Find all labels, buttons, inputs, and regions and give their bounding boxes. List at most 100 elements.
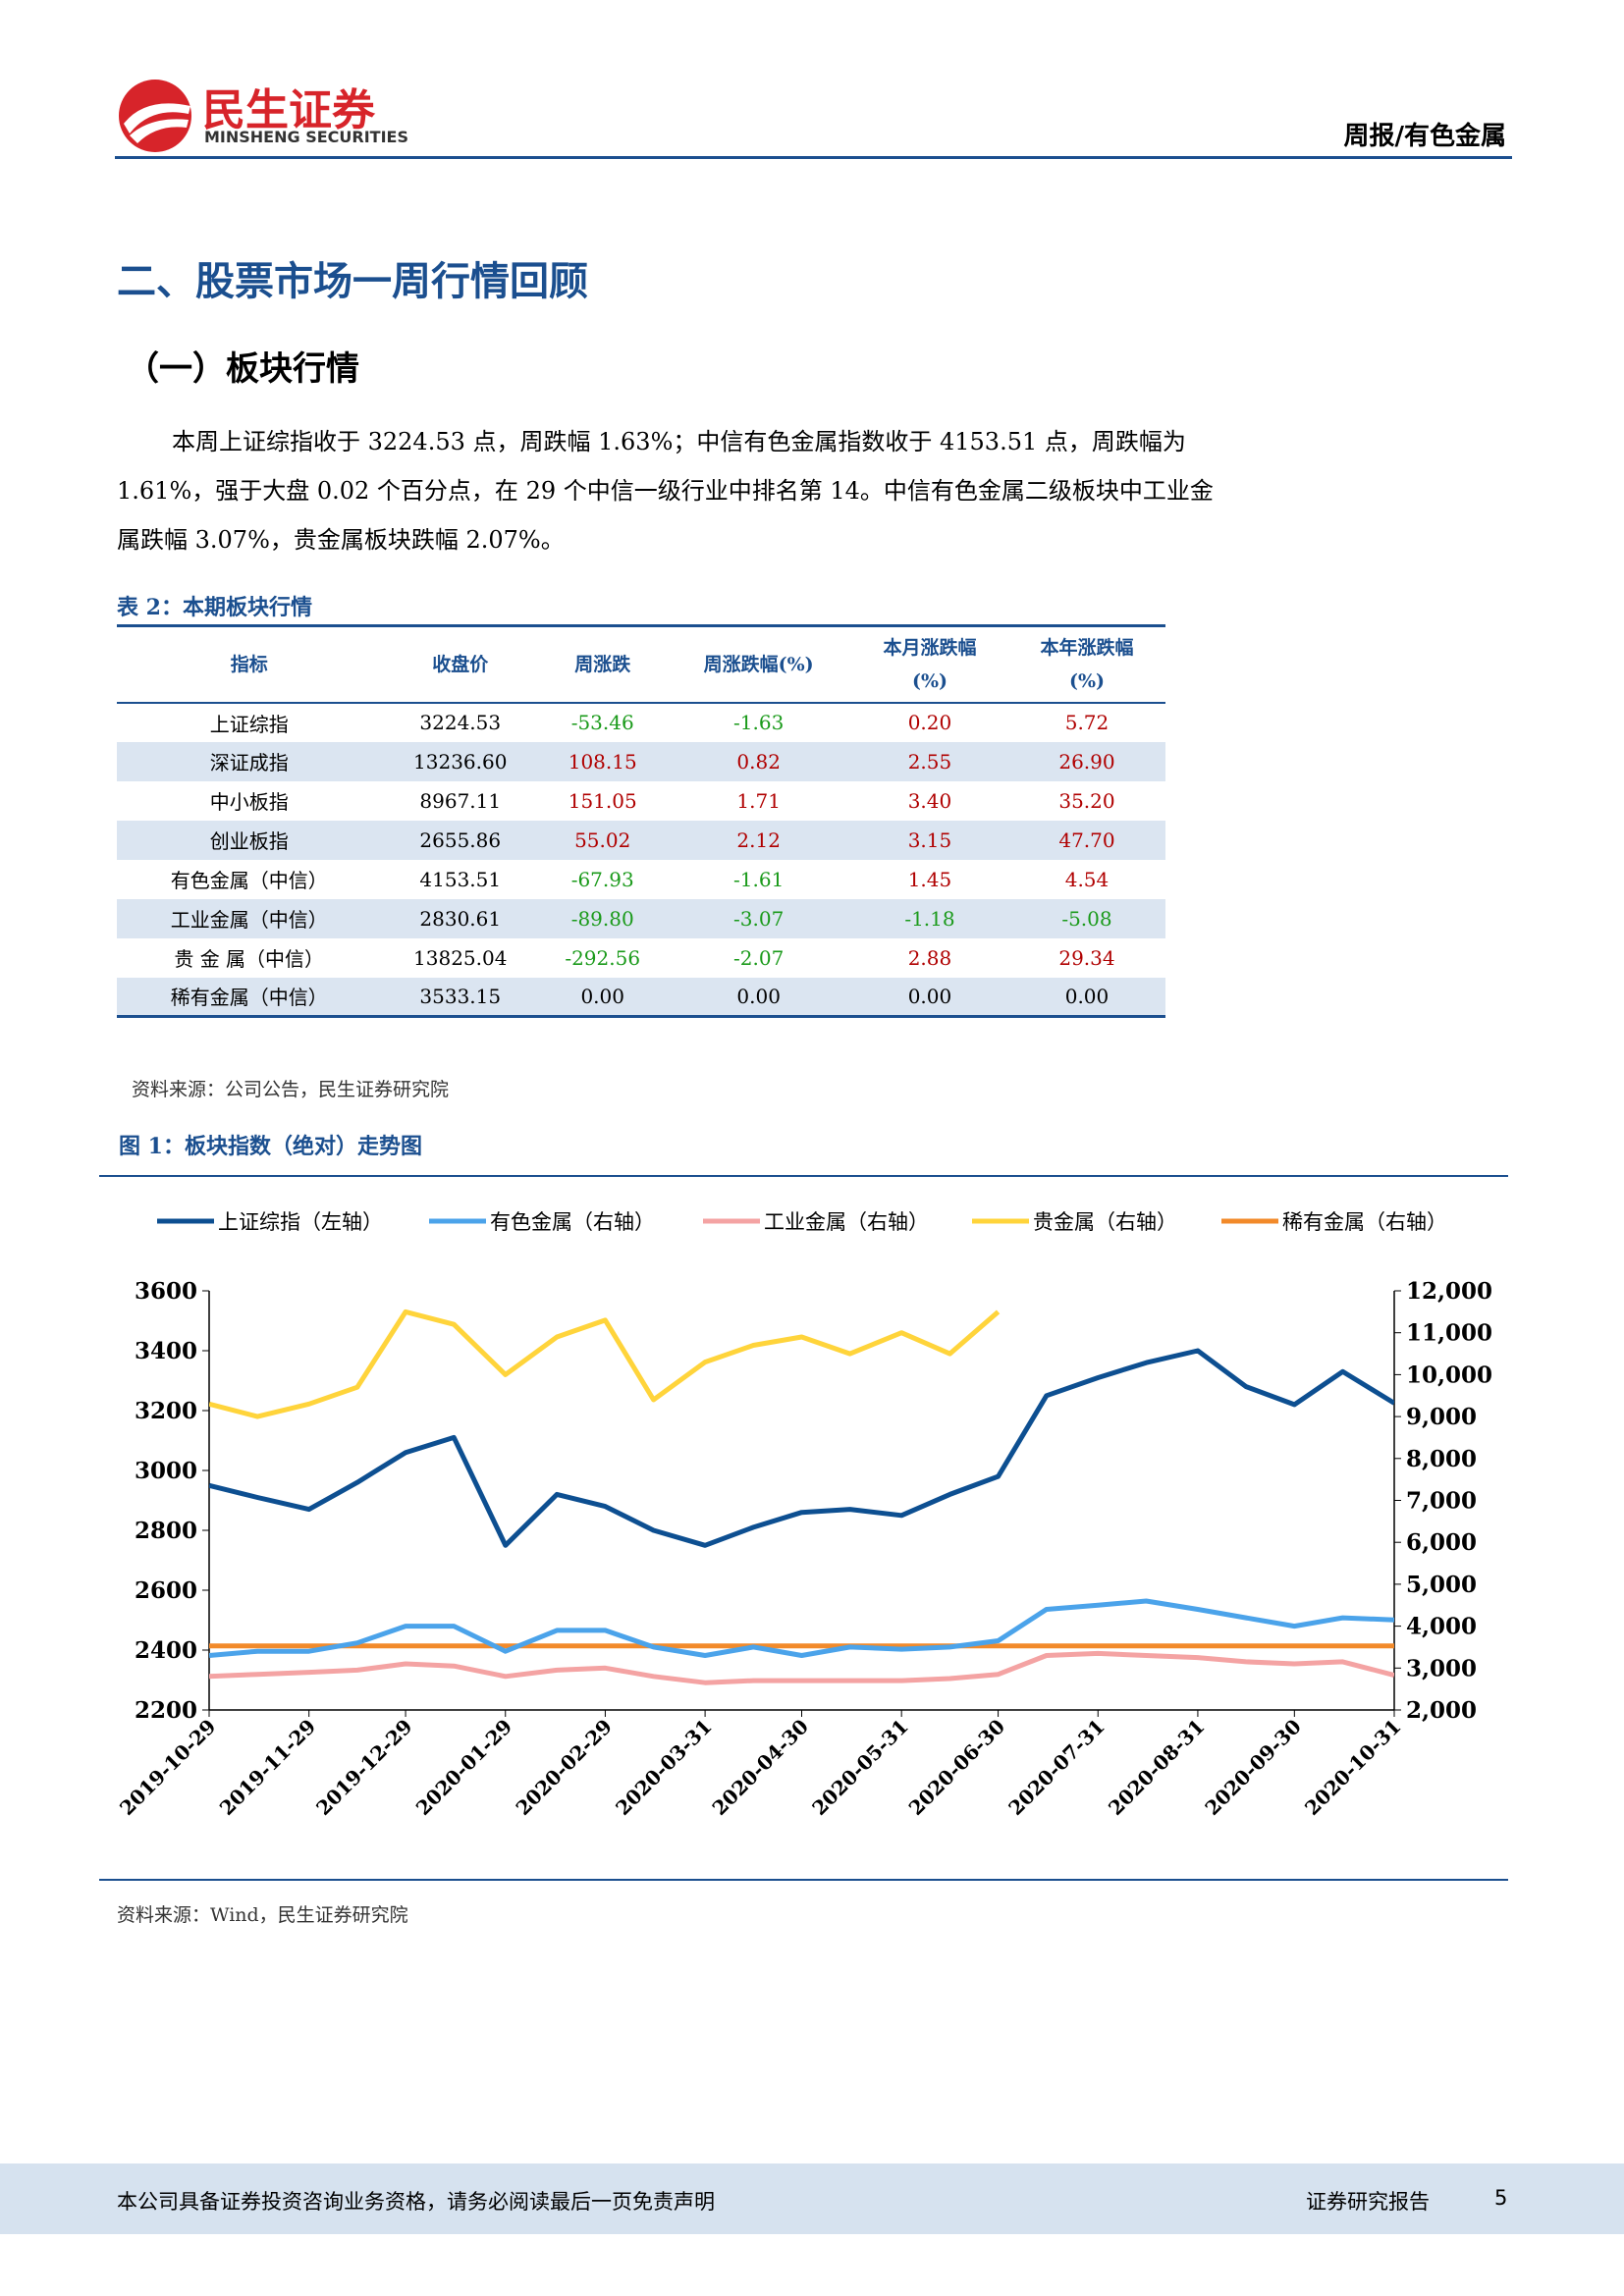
logo-name: 民生证券 <box>202 85 375 135</box>
table-cell: 26.90 <box>1058 749 1115 774</box>
y2-tick-label: 5,000 <box>1406 1572 1477 1598</box>
y2-tick-label: 6,000 <box>1406 1529 1477 1556</box>
x-tick-label: 2020-03-31 <box>611 1715 716 1820</box>
table-cell: 3533.15 <box>419 984 502 1008</box>
x-tick-label: 2019-10-29 <box>115 1715 220 1820</box>
y2-tick-label: 11,000 <box>1406 1320 1492 1347</box>
table-cell: -2.07 <box>733 945 785 970</box>
header-text: 周涨跌幅(%) <box>703 653 814 675</box>
legend-label: 有色金属（右轴） <box>490 1210 655 1234</box>
table-cell: -1.18 <box>904 906 955 931</box>
y-tick-label: 2600 <box>135 1577 197 1604</box>
table-cell: 2.88 <box>907 945 952 970</box>
table-cell: -53.46 <box>570 711 634 734</box>
table-cell: 贵 金 属（中信） <box>174 947 325 971</box>
x-tick-label: 2020-06-30 <box>904 1715 1009 1820</box>
header-cell: 本年涨跌幅 (%) <box>1008 626 1165 703</box>
table-cell: -1.63 <box>733 711 785 734</box>
table-cell: 5.72 <box>1064 711 1110 734</box>
y2-tick-label: 3,000 <box>1406 1655 1477 1682</box>
x-tick-label: 2020-10-31 <box>1300 1715 1405 1820</box>
y2-tick-label: 4,000 <box>1406 1614 1477 1640</box>
table-cell: 4.54 <box>1064 867 1110 891</box>
table-cell: 0.00 <box>580 984 624 1008</box>
y-tick-label: 3000 <box>135 1458 197 1484</box>
x-tick-label: 2020-02-29 <box>512 1715 617 1820</box>
y2-tick-label: 12,000 <box>1406 1278 1492 1305</box>
table-cell: 0.00 <box>736 984 781 1008</box>
table-cell: 13236.60 <box>413 749 508 774</box>
table-cell: 上证综指 <box>209 712 289 736</box>
table-cell: 2.12 <box>736 828 781 852</box>
table-row: 有色金属（中信） 4153.51 -67.93 -1.61 1.45 4.54 <box>117 860 1165 899</box>
table-cell: 8967.11 <box>419 788 502 813</box>
table-cell: 1.45 <box>907 867 952 891</box>
legend-label: 工业金属（右轴） <box>764 1210 929 1234</box>
table-cell: 深证成指 <box>209 751 289 774</box>
table-cell: -67.93 <box>570 867 634 891</box>
logo-emblem <box>119 80 191 152</box>
header-text: 收盘价 <box>432 653 489 675</box>
table-cell: 29.34 <box>1058 945 1115 970</box>
header-row: 指标 收盘价 周涨跌 周涨跌幅(%) 本月涨跌幅 (%) 本年涨跌幅 (%) <box>117 626 1165 703</box>
table-row: 工业金属（中信） 2830.61 -89.80 -3.07 -1.18 -5.08 <box>117 898 1165 938</box>
header-text: 指标 <box>230 653 268 675</box>
table-cell: 3224.53 <box>419 711 502 734</box>
header-text: (%) <box>911 669 947 692</box>
logo-english: MINSHENG SECURITIES <box>204 128 408 146</box>
y-tick-label: 2400 <box>135 1637 197 1664</box>
y-tick-label: 3600 <box>135 1278 197 1305</box>
figure-caption: 图 1：板块指数（绝对）走势图 <box>119 1134 422 1159</box>
y-tick-label: 2800 <box>135 1518 197 1544</box>
header-cell: 本月涨跌幅 (%) <box>851 626 1008 703</box>
table-cell: 151.05 <box>568 788 637 813</box>
header-text: 本年涨跌幅 <box>1040 636 1134 659</box>
y-tick-label: 2200 <box>135 1697 197 1724</box>
table-cell: -89.80 <box>570 906 634 931</box>
y2-tick-label: 9,000 <box>1406 1404 1477 1430</box>
report-tag: 周报/有色金属 <box>1343 122 1507 151</box>
table-cell: 47.70 <box>1058 828 1115 852</box>
table-cell: -3.07 <box>733 906 785 931</box>
x-tick-label: 2020-09-30 <box>1200 1715 1305 1820</box>
header-cell: 收盘价 <box>381 626 539 703</box>
series-line <box>209 1348 1394 1548</box>
y2-tick-label: 2,000 <box>1406 1697 1477 1724</box>
table-cell: 有色金属（中信） <box>170 869 328 892</box>
table-cell: 1.71 <box>736 788 781 813</box>
data-table: 指标 收盘价 周涨跌 周涨跌幅(%) 本月涨跌幅 (%) 本年涨跌幅 (%) 上证综指 3224.… <box>117 624 1165 1018</box>
table-row: 创业板指 2655.86 55.02 2.12 3.15 47.70 <box>117 820 1165 860</box>
header-rule <box>115 156 1512 159</box>
legend-label: 稀有金属（右轴） <box>1282 1210 1447 1234</box>
figure-rule-bottom <box>99 1879 1508 1881</box>
footer-band <box>0 2163 1624 2234</box>
x-tick-label: 2020-08-31 <box>1104 1715 1209 1820</box>
table-row: 深证成指 13236.60 108.15 0.82 2.55 26.90 <box>117 741 1165 781</box>
table-cell: -292.56 <box>565 945 641 970</box>
table-cell: 13825.04 <box>413 945 508 970</box>
header-text: 本月涨跌幅 <box>883 636 977 659</box>
table-cell: -1.61 <box>733 867 785 891</box>
paragraph: 本周上证综指收于 3224.53 点，周跌幅 1.63%；中信有色金属指数收于 … <box>117 428 1214 554</box>
table-cell: 0.82 <box>736 749 781 774</box>
table-cell: 55.02 <box>574 828 631 852</box>
y2-tick-label: 10,000 <box>1406 1362 1492 1388</box>
figure-source: 资料来源：Wind，民生证券研究院 <box>117 1904 408 1926</box>
table-cell: 2.55 <box>907 749 952 774</box>
table-caption: 表 2：本期板块行情 <box>117 595 312 620</box>
series-line <box>209 1598 1394 1658</box>
table-cell: 108.15 <box>568 749 637 774</box>
header-cell: 周涨跌幅(%) <box>666 626 851 703</box>
table-row: 中小板指 8967.11 151.05 1.71 3.40 35.20 <box>117 781 1165 821</box>
legend-label: 贵金属（右轴） <box>1033 1210 1177 1234</box>
table-cell: 0.00 <box>1064 984 1110 1008</box>
table-cell: 4153.51 <box>419 867 502 891</box>
x-tick-label: 2020-01-29 <box>411 1715 516 1820</box>
table-cell: 3.40 <box>907 788 952 813</box>
y-tick-label: 3200 <box>135 1398 197 1424</box>
table-cell: 3.15 <box>907 828 952 852</box>
footer-disclaimer: 本公司具备证券投资咨询业务资格，请务必阅读最后一页免责声明 <box>117 2190 715 2214</box>
y2-tick-label: 7,000 <box>1406 1488 1477 1515</box>
x-tick-label: 2019-11-29 <box>215 1715 320 1820</box>
